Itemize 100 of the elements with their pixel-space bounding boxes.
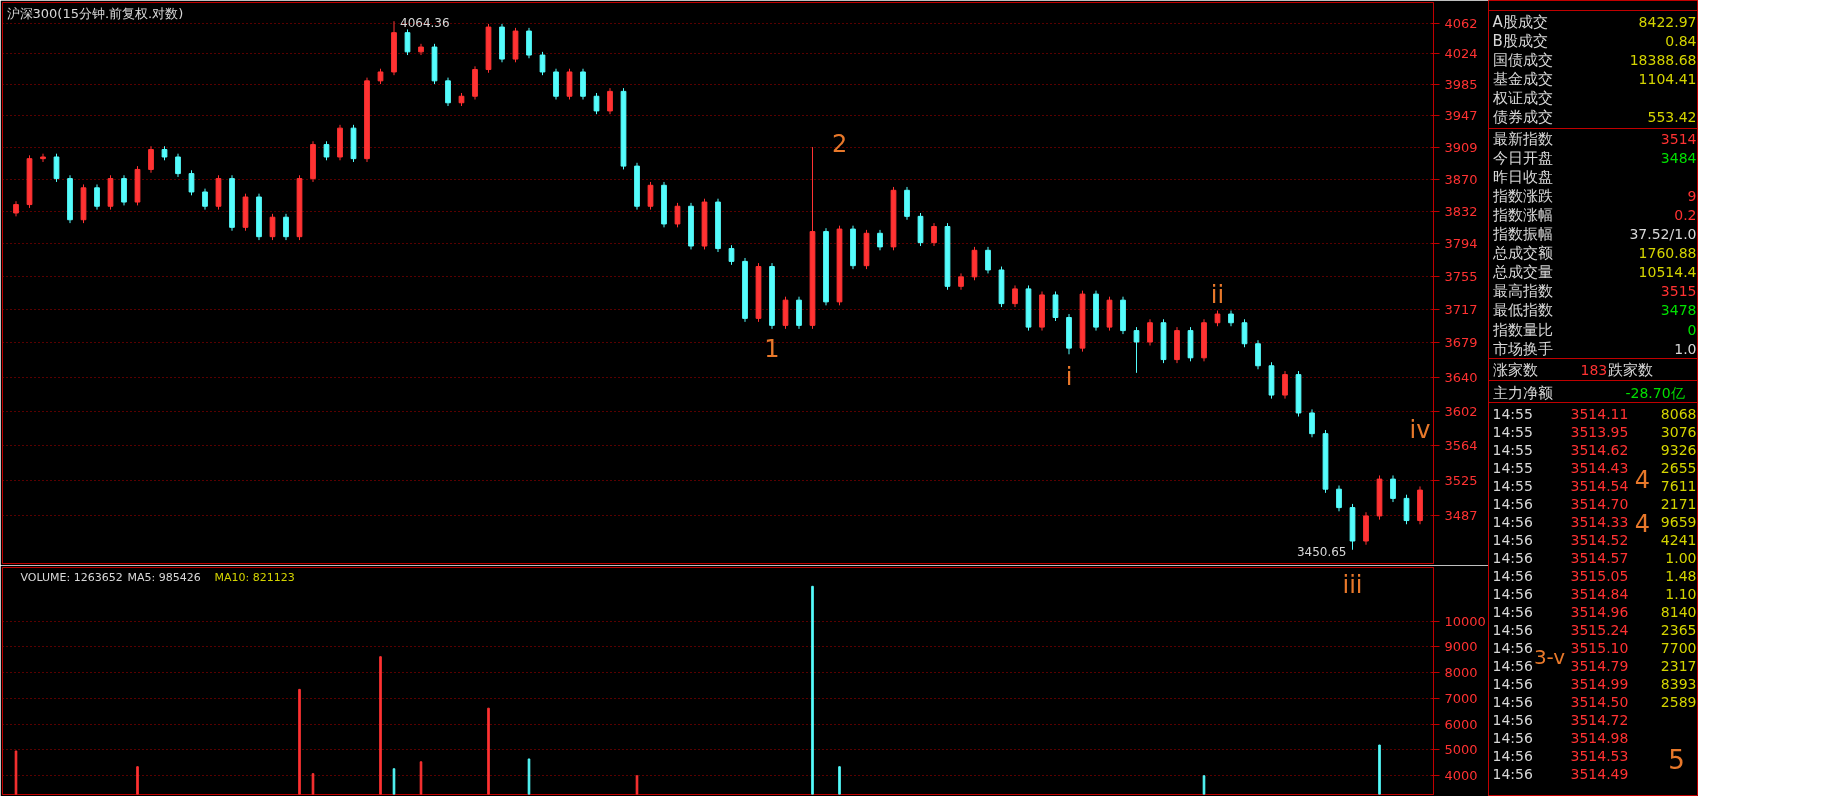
y-tick-label: 8000 xyxy=(1444,665,1478,681)
candlestick xyxy=(647,181,654,211)
text: 14:56 xyxy=(1492,585,1533,602)
candlestick xyxy=(985,246,991,274)
candlestick xyxy=(269,213,276,241)
text: 总成交量 xyxy=(1491,263,1553,282)
text: 1760.88 xyxy=(1638,245,1697,262)
text: 14:56 xyxy=(1492,675,1533,692)
text: 3514.57 xyxy=(1570,549,1629,566)
text: 14:56 xyxy=(1492,693,1533,710)
candlestick xyxy=(175,153,181,178)
text: 7700 xyxy=(1660,639,1697,656)
y-tick-label: 3755 xyxy=(1444,269,1478,285)
text: 3514 xyxy=(1660,130,1697,147)
candlestick xyxy=(283,213,289,241)
text: 14:56 xyxy=(1492,711,1533,728)
y-tick-label: 6000 xyxy=(1444,716,1478,732)
annotation: 1 xyxy=(764,334,780,363)
text: 14:56 xyxy=(1492,531,1533,548)
text: 3076 xyxy=(1660,423,1697,440)
text: 1104.41 xyxy=(1638,70,1697,87)
text: 3514.54 xyxy=(1570,477,1629,494)
annotation: iv xyxy=(1409,415,1431,444)
candlestick xyxy=(1390,474,1396,503)
candlestick xyxy=(526,27,532,59)
text: 8422.97 xyxy=(1638,13,1697,30)
text: 2317 xyxy=(1660,657,1697,674)
text: 3478 xyxy=(1660,302,1697,319)
text: 3514.52 xyxy=(1570,531,1629,548)
text: 主力净额 xyxy=(1492,383,1553,402)
text: 8140 xyxy=(1660,603,1697,620)
text: 最低指数 xyxy=(1492,301,1553,320)
y-tick-label: 7000 xyxy=(1444,690,1478,706)
y-tick-label: 3602 xyxy=(1444,403,1478,419)
text: 最高指数 xyxy=(1492,282,1553,301)
text: 553.42 xyxy=(1647,108,1697,125)
y-tick-label: 3525 xyxy=(1444,473,1478,489)
candlestick xyxy=(94,183,100,211)
text: 3514.84 xyxy=(1570,585,1629,602)
text: 涨家数 xyxy=(1492,360,1538,379)
y-tick-label: 3487 xyxy=(1444,508,1478,524)
y-tick-label: 3832 xyxy=(1444,203,1478,219)
text: 4 xyxy=(1634,509,1651,538)
text: 3514.98 xyxy=(1570,729,1629,746)
candlestick xyxy=(323,140,330,161)
text: 最新指数 xyxy=(1492,129,1553,148)
annotation: iii xyxy=(1342,570,1363,599)
text: B股成交 xyxy=(1492,31,1548,50)
text: 14:55 xyxy=(1492,477,1533,494)
text: 3515.10 xyxy=(1570,639,1629,656)
candlestick xyxy=(202,188,208,211)
text: 0.84 xyxy=(1665,32,1697,49)
text: 3515 xyxy=(1660,283,1697,300)
y-tick-label: 3717 xyxy=(1444,302,1478,318)
candlestick xyxy=(607,87,613,115)
text: 2589 xyxy=(1660,693,1697,710)
text: 10514.4 xyxy=(1638,264,1697,281)
text: 3515.24 xyxy=(1570,621,1629,638)
candlestick xyxy=(674,202,681,228)
candlestick xyxy=(1052,291,1059,322)
text: 指数涨幅 xyxy=(1491,205,1553,224)
text: 3514.96 xyxy=(1570,603,1629,620)
text: 3514.99 xyxy=(1570,675,1629,692)
annotation: ii xyxy=(1210,280,1225,309)
text: 1.00 xyxy=(1665,549,1697,566)
text: A股成交 xyxy=(1492,12,1548,31)
candlestick xyxy=(1403,494,1410,525)
text: 2655 xyxy=(1660,459,1697,476)
text: 3514.53 xyxy=(1570,747,1629,764)
text: 3-v xyxy=(1533,644,1566,669)
candlestick xyxy=(1133,326,1140,374)
candlestick xyxy=(188,169,195,196)
text: 14:56 xyxy=(1492,657,1533,674)
candlestick xyxy=(404,28,411,56)
text: 权证成交 xyxy=(1491,88,1553,107)
text: 昨日收盘 xyxy=(1492,167,1553,186)
candlestick xyxy=(877,229,883,251)
text: 4 xyxy=(1634,465,1651,494)
candlestick xyxy=(539,51,546,76)
annotation: 2 xyxy=(832,129,848,158)
text: 指数涨跌 xyxy=(1491,186,1553,205)
text: 2171 xyxy=(1660,495,1697,512)
text: 3484 xyxy=(1660,149,1697,166)
chart-title: 沪深300(15分钟.前复权.对数) xyxy=(6,5,184,21)
text: 3514.43 xyxy=(1570,459,1629,476)
text: 指数量比 xyxy=(1491,320,1553,339)
text: 8068 xyxy=(1660,405,1697,422)
y-tick-label: 3640 xyxy=(1444,369,1478,385)
y-tick-label: 3679 xyxy=(1444,335,1478,351)
text: 14:56 xyxy=(1492,603,1533,620)
y-tick-label: 5000 xyxy=(1444,742,1478,758)
y-tick-label: 10000 xyxy=(1444,613,1486,629)
y-tick-label: 3947 xyxy=(1444,108,1478,124)
candlestick xyxy=(1255,339,1261,370)
text: 14:56 xyxy=(1492,765,1533,782)
text: 3514.49 xyxy=(1570,765,1629,782)
annotation: 3450.65 xyxy=(1296,545,1347,559)
candlestick xyxy=(1147,318,1153,346)
text: 37.52/1.0 xyxy=(1629,226,1697,242)
text: 9659 xyxy=(1660,513,1697,530)
